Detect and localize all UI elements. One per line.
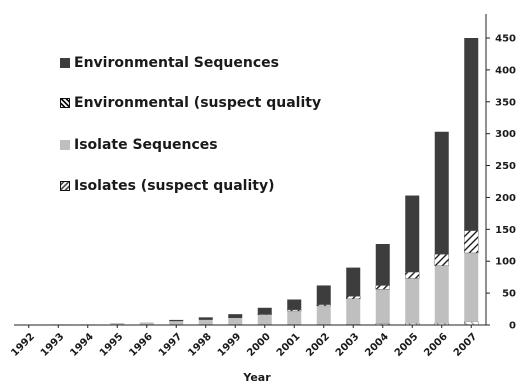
x-tick-label: 2003 bbox=[334, 331, 361, 358]
y-tick-label: 50 bbox=[502, 289, 516, 300]
bar-segment-2001-s3 bbox=[287, 299, 302, 310]
x-tick-label: 1995 bbox=[98, 331, 125, 358]
legend-item-environmental-sequences: Environmental Sequences bbox=[60, 55, 279, 71]
bar-segment-2007-s3 bbox=[464, 38, 479, 231]
legend-swatch bbox=[60, 98, 70, 108]
bar-segment-1998-s1 bbox=[198, 319, 213, 325]
bar-segment-2006-s3 bbox=[434, 131, 449, 255]
bar-segment-2001-s1 bbox=[287, 310, 302, 325]
bar-segment-2003-s1 bbox=[346, 298, 361, 325]
bar-segment-2005-s3 bbox=[405, 195, 420, 273]
bar-segment-2001-s2 bbox=[287, 309, 302, 312]
x-tick-label: 2002 bbox=[304, 331, 331, 358]
bar-segment-2000-s1 bbox=[257, 314, 272, 325]
legend-label: Isolate Sequences bbox=[74, 137, 218, 153]
legend-label: Environmental Sequences bbox=[74, 55, 279, 71]
y-tick-label: 300 bbox=[495, 129, 516, 140]
legend-item-isolate-sequences: Isolate Sequences bbox=[60, 137, 218, 153]
bar-segment-2006-s2 bbox=[434, 254, 449, 266]
bar-segment-1996-s1 bbox=[139, 322, 154, 325]
y-tick-label: 450 bbox=[495, 34, 516, 45]
x-tick-label: 2004 bbox=[363, 331, 390, 358]
bar-segment-1998-s3 bbox=[198, 317, 213, 320]
legend-swatch bbox=[60, 140, 70, 150]
legend-swatch bbox=[60, 181, 70, 191]
y-tick-label: 0 bbox=[509, 321, 516, 332]
bar-segment-1997-s3 bbox=[169, 319, 184, 322]
y-tick-label: 150 bbox=[495, 225, 516, 236]
x-tick-label: 2006 bbox=[422, 331, 449, 358]
bar-segment-2004-s3 bbox=[375, 244, 390, 286]
x-tick-label: 1994 bbox=[68, 331, 95, 358]
x-tick-label: 2000 bbox=[245, 331, 272, 358]
bar-segment-2005-s2 bbox=[405, 271, 420, 279]
x-tick-label: 2001 bbox=[275, 331, 302, 358]
bar-segment-2007-s1 bbox=[464, 252, 479, 322]
legend-swatch bbox=[60, 58, 70, 68]
y-tick-label: 100 bbox=[495, 257, 516, 268]
bar-segment-2006-s1 bbox=[434, 265, 449, 324]
bar-segment-2002-s2 bbox=[316, 304, 331, 307]
bar-segment-2005-s1 bbox=[405, 278, 420, 324]
bar-segment-1995-s1 bbox=[110, 323, 125, 325]
y-tick-label: 400 bbox=[495, 65, 516, 76]
y-tick-label: 200 bbox=[495, 193, 516, 204]
bar-segment-1997-s1 bbox=[169, 321, 184, 325]
legend-label: Isolates (suspect quality) bbox=[74, 178, 275, 194]
x-tick-label: 2007 bbox=[452, 331, 479, 358]
bar-segment-2004-s2 bbox=[375, 285, 390, 290]
y-tick-label: 250 bbox=[495, 161, 516, 172]
legend-item-isolates-suspect: Isolates (suspect quality) bbox=[60, 178, 274, 194]
bar-segment-2002-s1 bbox=[316, 305, 331, 325]
bar-segment-2002-s3 bbox=[316, 285, 331, 305]
bar-segment-2000-s3 bbox=[257, 307, 272, 315]
x-tick-label: 1999 bbox=[216, 331, 243, 358]
bars-layer bbox=[51, 38, 479, 326]
bar-segment-1999-s3 bbox=[228, 314, 243, 318]
x-tick-label: 1997 bbox=[157, 331, 184, 358]
bar-segment-1999-s1 bbox=[228, 317, 243, 325]
x-tick-label: 1992 bbox=[9, 331, 36, 358]
bar-segment-2003-s3 bbox=[346, 267, 361, 297]
x-axis-title: Year bbox=[242, 371, 271, 384]
legend-label: Environmental (suspect quality bbox=[74, 95, 322, 111]
y-tick-label: 350 bbox=[495, 97, 516, 108]
x-tick-label: 1996 bbox=[127, 331, 154, 358]
bar-segment-2003-s2 bbox=[346, 296, 361, 300]
x-tick-label: 1998 bbox=[186, 331, 213, 358]
x-tick-label: 1993 bbox=[39, 331, 66, 358]
bar-segment-2004-s1 bbox=[375, 289, 390, 324]
legend-item-environmental-suspect: Environmental (suspect quality bbox=[60, 95, 321, 111]
bar-segment-2007-s2 bbox=[464, 230, 479, 254]
x-tick-label: 2005 bbox=[393, 331, 420, 358]
bar-segment-2000-s2 bbox=[257, 313, 272, 316]
